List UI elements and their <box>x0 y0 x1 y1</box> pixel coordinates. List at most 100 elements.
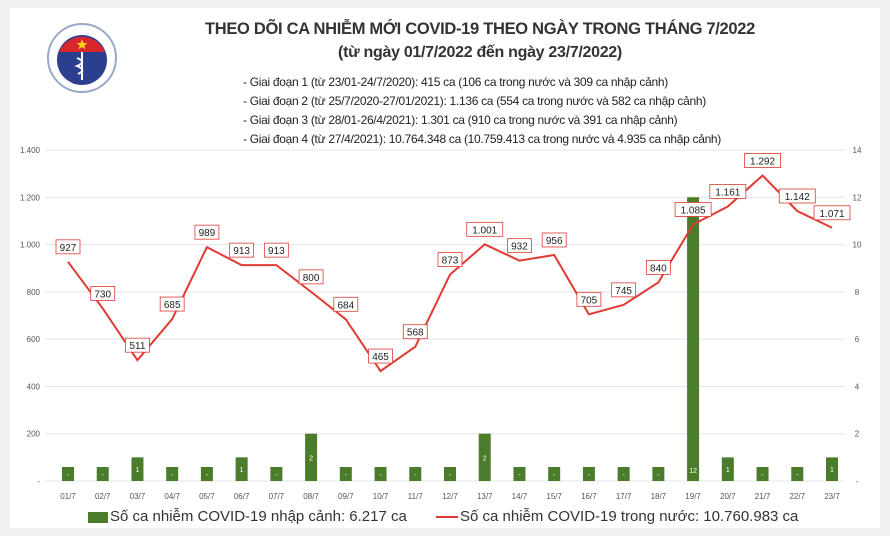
data-label-box <box>507 238 532 254</box>
line-data-label: 873 <box>442 256 459 267</box>
line-data-label: 1.142 <box>785 192 810 203</box>
bar <box>826 457 838 481</box>
left-axis-tick: - <box>37 477 40 486</box>
bar-label: - <box>657 472 660 479</box>
x-axis-tick: 11/7 <box>408 492 424 501</box>
x-axis-tick: 15/7 <box>546 492 562 501</box>
phase-note: - Giai đoạn 3 (từ 28/01-26/4/2021): 1.30… <box>243 113 678 127</box>
bar-label: - <box>275 472 278 479</box>
bar <box>166 467 179 481</box>
bar <box>339 467 352 481</box>
bar-label: - <box>622 472 625 479</box>
data-label-box <box>778 188 816 204</box>
line-data-label: 684 <box>337 300 354 311</box>
bar <box>200 467 213 481</box>
bar-label: 2 <box>483 455 487 462</box>
bar <box>409 467 422 481</box>
bar-label: - <box>588 472 591 479</box>
bar-label: 1 <box>136 467 140 474</box>
line-data-label: 1.071 <box>819 209 844 220</box>
x-axis-tick: 04/7 <box>164 492 180 501</box>
line-data-label: 1.292 <box>750 157 775 168</box>
right-axis-tick: - <box>856 477 859 486</box>
bar-label: - <box>171 472 174 479</box>
bar <box>652 467 665 481</box>
bar-label: - <box>379 472 382 479</box>
right-axis-tick: 2 <box>855 430 860 439</box>
bar-label: - <box>761 472 764 479</box>
bar-label: - <box>67 472 70 479</box>
x-axis-tick: 22/7 <box>789 492 805 501</box>
data-label-box <box>298 269 324 285</box>
x-axis-tick: 02/7 <box>95 492 111 501</box>
x-axis-tick: 19/7 <box>685 492 701 501</box>
bar <box>756 467 769 481</box>
bar <box>96 467 109 481</box>
data-label-box <box>744 153 781 168</box>
x-axis-tick: 03/7 <box>130 492 146 501</box>
data-label-box <box>541 232 567 248</box>
legend-bar-label: Số ca nhiễm COVID-19 nhập cảnh: 6.217 ca <box>110 508 407 525</box>
line-data-label: 840 <box>650 263 667 274</box>
line-data-label: 1.161 <box>715 188 740 199</box>
line-data-label: 568 <box>407 328 424 339</box>
left-axis-tick: 1.400 <box>20 146 41 155</box>
x-axis-tick: 09/7 <box>338 492 354 501</box>
bar <box>444 467 456 481</box>
bar-label: 1 <box>240 467 244 474</box>
x-axis-tick: 01/7 <box>60 492 76 501</box>
left-axis-tick: 200 <box>27 430 41 439</box>
data-label-box <box>159 296 185 312</box>
bar <box>548 467 561 481</box>
x-axis-tick: 12/7 <box>442 492 458 501</box>
line-data-label: 730 <box>94 289 111 300</box>
data-label-box <box>645 259 671 275</box>
data-label-box <box>466 221 504 237</box>
phase-notes: - Giai đoạn 1 (từ 23/01-24/7/2020): 415 … <box>243 73 721 149</box>
bar-label: - <box>449 472 452 479</box>
line-data-label: 705 <box>581 295 598 306</box>
bar-label: 1 <box>830 467 834 474</box>
bar <box>270 467 283 481</box>
line-data-label: 685 <box>164 300 181 311</box>
x-axis-tick: 05/7 <box>199 492 215 501</box>
x-axis-tick: 10/7 <box>373 492 389 501</box>
line-data-label: 913 <box>268 246 285 257</box>
data-label-box <box>229 242 255 258</box>
bar-label: 1 <box>726 467 730 474</box>
bar <box>478 433 491 481</box>
line-data-label: 800 <box>303 273 320 284</box>
x-axis-tick: 17/7 <box>616 492 632 501</box>
left-axis-tick: 800 <box>27 288 41 297</box>
bar <box>374 467 387 481</box>
bar <box>721 457 734 481</box>
phase-note: - Giai đoạn 2 (từ 25/7/2020-27/01/2021):… <box>243 94 706 108</box>
phase-note: - Giai đoạn 1 (từ 23/01-24/7/2020): 415 … <box>243 75 668 89</box>
bar <box>687 197 700 482</box>
x-axis-tick: 07/7 <box>269 492 285 501</box>
right-axis-tick: 4 <box>855 382 860 391</box>
line-data-label: 913 <box>233 246 250 257</box>
line-data-label: 1.001 <box>472 225 497 236</box>
right-axis-tick: 14 <box>853 146 862 155</box>
left-axis-tick: 1.000 <box>20 241 41 250</box>
left-axis-tick: 600 <box>27 335 41 344</box>
legend-bar-swatch <box>88 511 108 523</box>
line-data-label: 745 <box>615 286 632 297</box>
right-axis-tick: 12 <box>853 193 862 202</box>
x-axis-tick: 21/7 <box>755 492 771 501</box>
legend-line-label: Số ca nhiễm COVID-19 trong nước: 10.760.… <box>460 508 799 525</box>
line-series <box>67 174 833 373</box>
line-data-label: 989 <box>199 228 216 239</box>
legend-bar: Số ca nhiễm COVID-19 nhập cảnh: 6.217 ca <box>88 508 407 525</box>
data-label-box <box>55 239 81 255</box>
right-axis-tick: 10 <box>853 241 862 250</box>
bar-label: - <box>414 472 417 479</box>
bar <box>617 467 630 481</box>
phase-note: - Giai đoạn 4 (từ 27/4/2021): 10.764.348… <box>243 132 722 146</box>
data-label-box <box>125 337 150 353</box>
x-axis-tick: 20/7 <box>720 492 736 501</box>
line-data-label: 511 <box>129 341 145 352</box>
data-label-box <box>674 202 712 217</box>
